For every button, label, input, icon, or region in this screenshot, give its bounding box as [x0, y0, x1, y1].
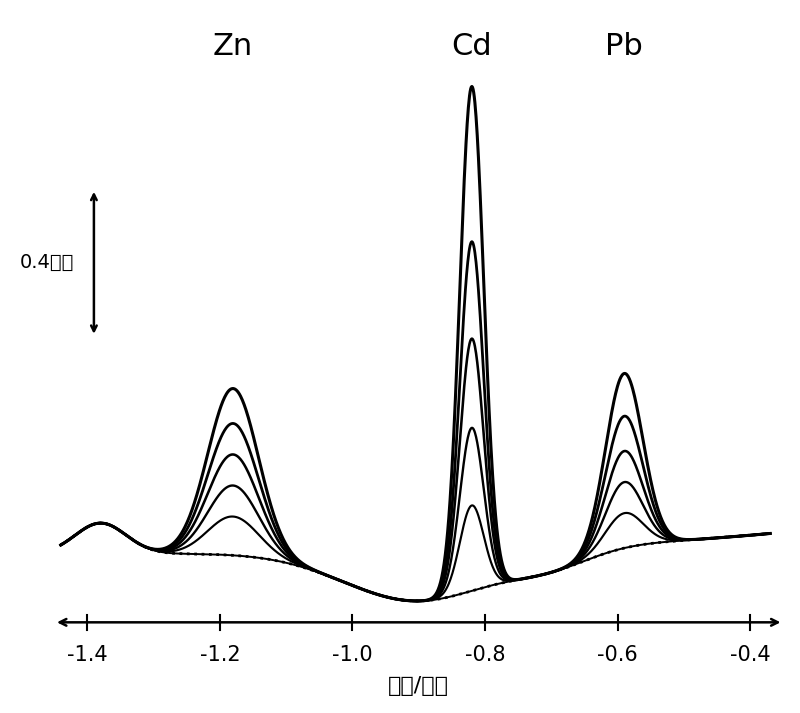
- X-axis label: 电压/伏特: 电压/伏特: [388, 677, 450, 697]
- Text: Pb: Pb: [606, 32, 643, 61]
- Text: Zn: Zn: [213, 32, 254, 61]
- Text: Cd: Cd: [451, 32, 492, 61]
- Text: 0.4微安: 0.4微安: [20, 253, 74, 272]
